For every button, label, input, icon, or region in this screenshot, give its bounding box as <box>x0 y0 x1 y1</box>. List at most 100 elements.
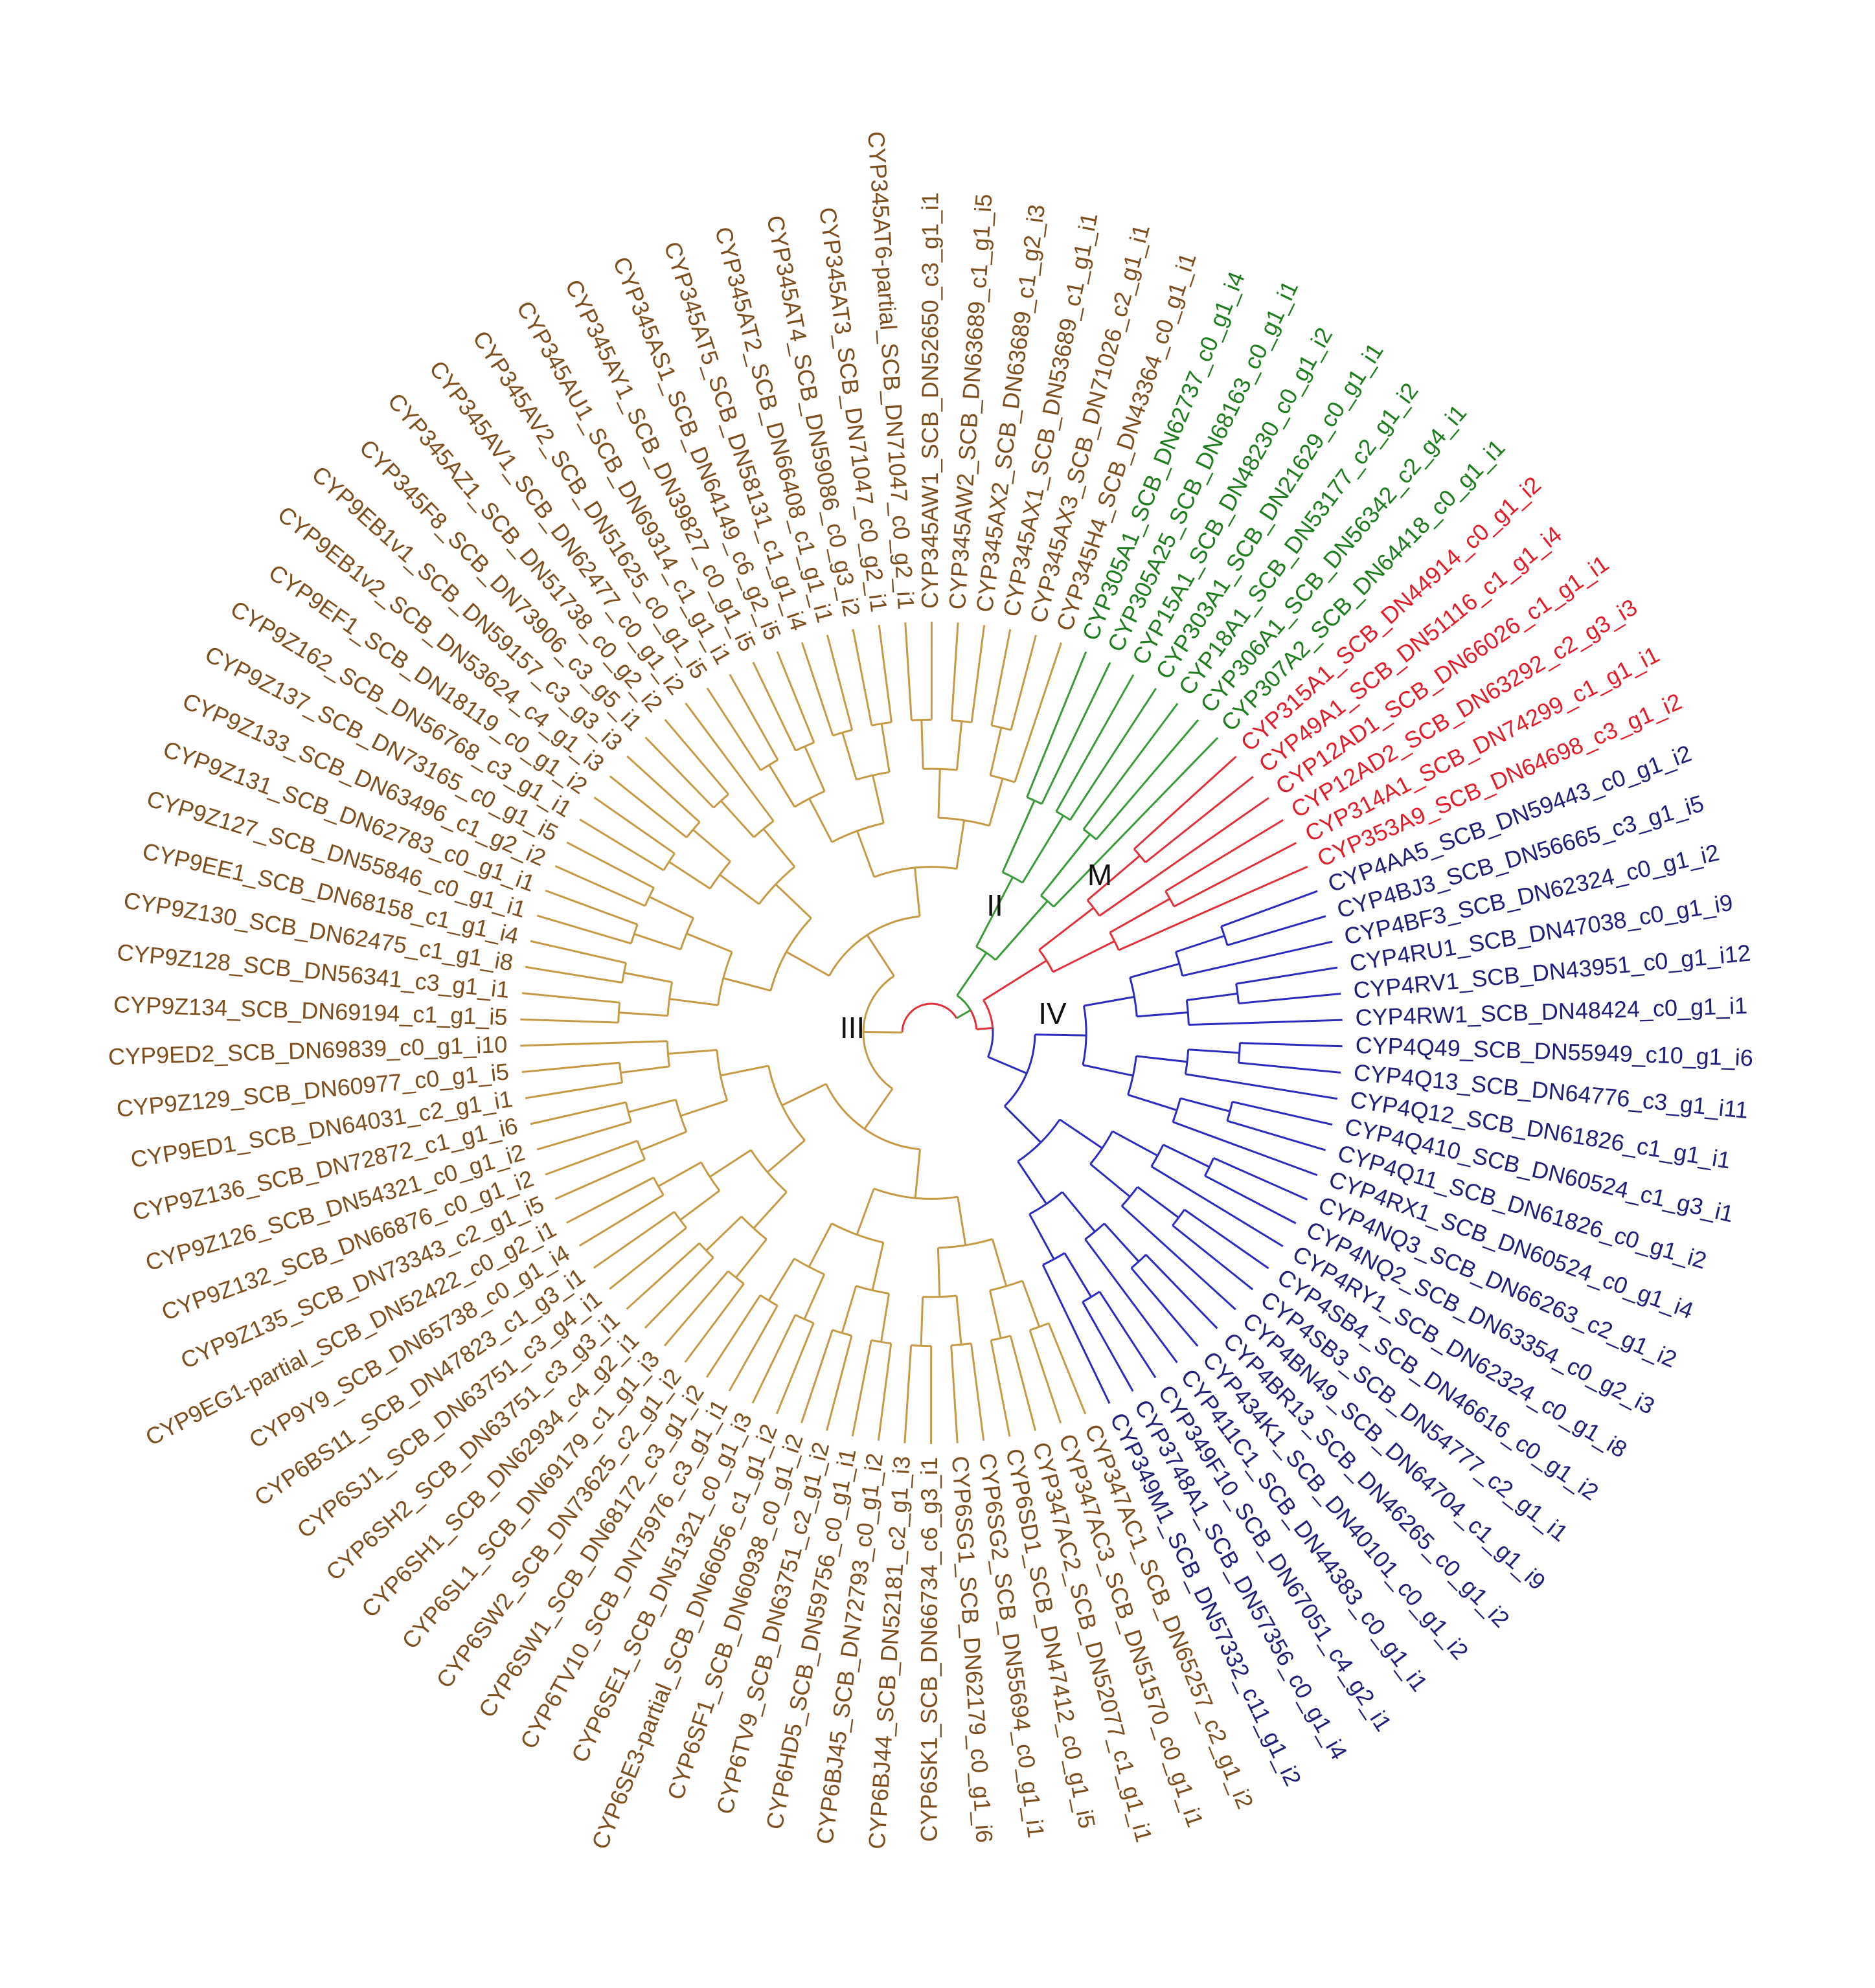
branch <box>970 625 986 723</box>
branch <box>1021 1280 1041 1327</box>
branch <box>863 1088 894 1130</box>
branch-arc <box>951 1343 962 1347</box>
branch <box>554 865 646 907</box>
branch <box>1059 1118 1103 1149</box>
branch <box>644 1257 714 1329</box>
branch-arc <box>1089 1147 1104 1165</box>
branch-arc <box>636 1140 642 1151</box>
branch <box>626 755 701 823</box>
branch-arc <box>633 924 639 934</box>
branch <box>1121 1205 1236 1311</box>
branch <box>545 1140 638 1176</box>
branch-arc <box>1235 984 1239 994</box>
branch-arc <box>668 853 676 863</box>
branch-arc <box>986 952 997 961</box>
branch <box>1009 1335 1037 1431</box>
branch-arc <box>760 1294 769 1302</box>
branch-arc <box>951 719 962 723</box>
branch-arc <box>1208 1157 1215 1168</box>
branch-arc <box>766 1171 788 1193</box>
branch-arc <box>881 1340 892 1345</box>
branch <box>989 727 1003 776</box>
branch-arc <box>753 1227 767 1240</box>
branch-arc <box>753 828 764 838</box>
branch <box>989 1290 1002 1339</box>
branch-arc <box>1084 1230 1096 1240</box>
branch-arc <box>804 1318 814 1324</box>
branch <box>991 1239 1008 1287</box>
branch <box>1082 1301 1134 1392</box>
branch <box>920 719 924 769</box>
branch <box>775 883 812 920</box>
branch-arc <box>1056 810 1064 817</box>
branch <box>1150 1166 1284 1247</box>
branch <box>668 1048 718 1055</box>
branch-arc <box>768 1300 778 1307</box>
branch <box>1136 1055 1188 1063</box>
branch-arc <box>1083 828 1091 835</box>
branch <box>975 876 1014 947</box>
branch-arc <box>983 999 994 1028</box>
branch <box>976 1026 993 1030</box>
branch <box>983 960 1047 1001</box>
branch-arc <box>1029 1326 1040 1331</box>
branch-arc <box>808 1266 825 1276</box>
branch-arc <box>627 1111 632 1122</box>
branch-arc <box>1001 727 1012 731</box>
branch <box>729 673 779 761</box>
branch-arc <box>1130 1260 1140 1269</box>
branch-arc <box>666 999 671 1016</box>
branch <box>686 932 733 953</box>
branch <box>525 1081 622 1100</box>
branch <box>762 828 796 868</box>
branch-arc <box>1229 1101 1234 1112</box>
branch <box>781 1083 827 1107</box>
branch <box>521 1061 620 1074</box>
branch <box>1172 1225 1254 1291</box>
branch-arc <box>939 1294 957 1298</box>
branch-arc <box>668 982 674 999</box>
branch-arc <box>1184 1061 1188 1074</box>
branch <box>520 1018 619 1024</box>
branch <box>1130 1267 1199 1347</box>
branch <box>1236 966 1338 985</box>
branch <box>1103 1223 1140 1263</box>
branch <box>863 1031 903 1034</box>
branch <box>914 1149 922 1199</box>
branch <box>1137 1011 1188 1018</box>
branch <box>1082 703 1179 830</box>
branch <box>841 732 858 780</box>
branch-arc <box>832 731 843 737</box>
branch-arc <box>872 771 890 776</box>
branch-arc <box>700 1162 711 1178</box>
branch-arc <box>1133 997 1138 1017</box>
branch <box>937 769 941 819</box>
branch-arc <box>1131 1056 1137 1076</box>
clade-label: II <box>986 888 1003 922</box>
branch-arc <box>709 874 721 890</box>
branch <box>767 1258 795 1302</box>
branch-arc <box>795 1314 805 1320</box>
branch-arc <box>1237 1052 1241 1063</box>
branch <box>692 829 731 863</box>
branch <box>1040 833 1091 896</box>
branch-arc <box>780 1105 806 1142</box>
branch <box>955 820 966 869</box>
branch <box>609 1227 687 1290</box>
branch <box>1238 1061 1341 1074</box>
branch <box>801 1329 834 1423</box>
branch <box>914 867 921 917</box>
branch-arc <box>804 741 815 748</box>
branch <box>1137 1186 1179 1219</box>
branch-arc <box>795 745 806 752</box>
branch-arc <box>1094 1223 1106 1233</box>
branch-arc <box>720 793 729 802</box>
branch <box>1109 898 1171 934</box>
branch <box>566 841 655 889</box>
branch <box>1144 776 1254 863</box>
branch <box>657 1161 702 1188</box>
branch-arc <box>698 1242 707 1252</box>
branch-arc <box>767 1065 783 1106</box>
branch-arc <box>1053 1252 1065 1260</box>
